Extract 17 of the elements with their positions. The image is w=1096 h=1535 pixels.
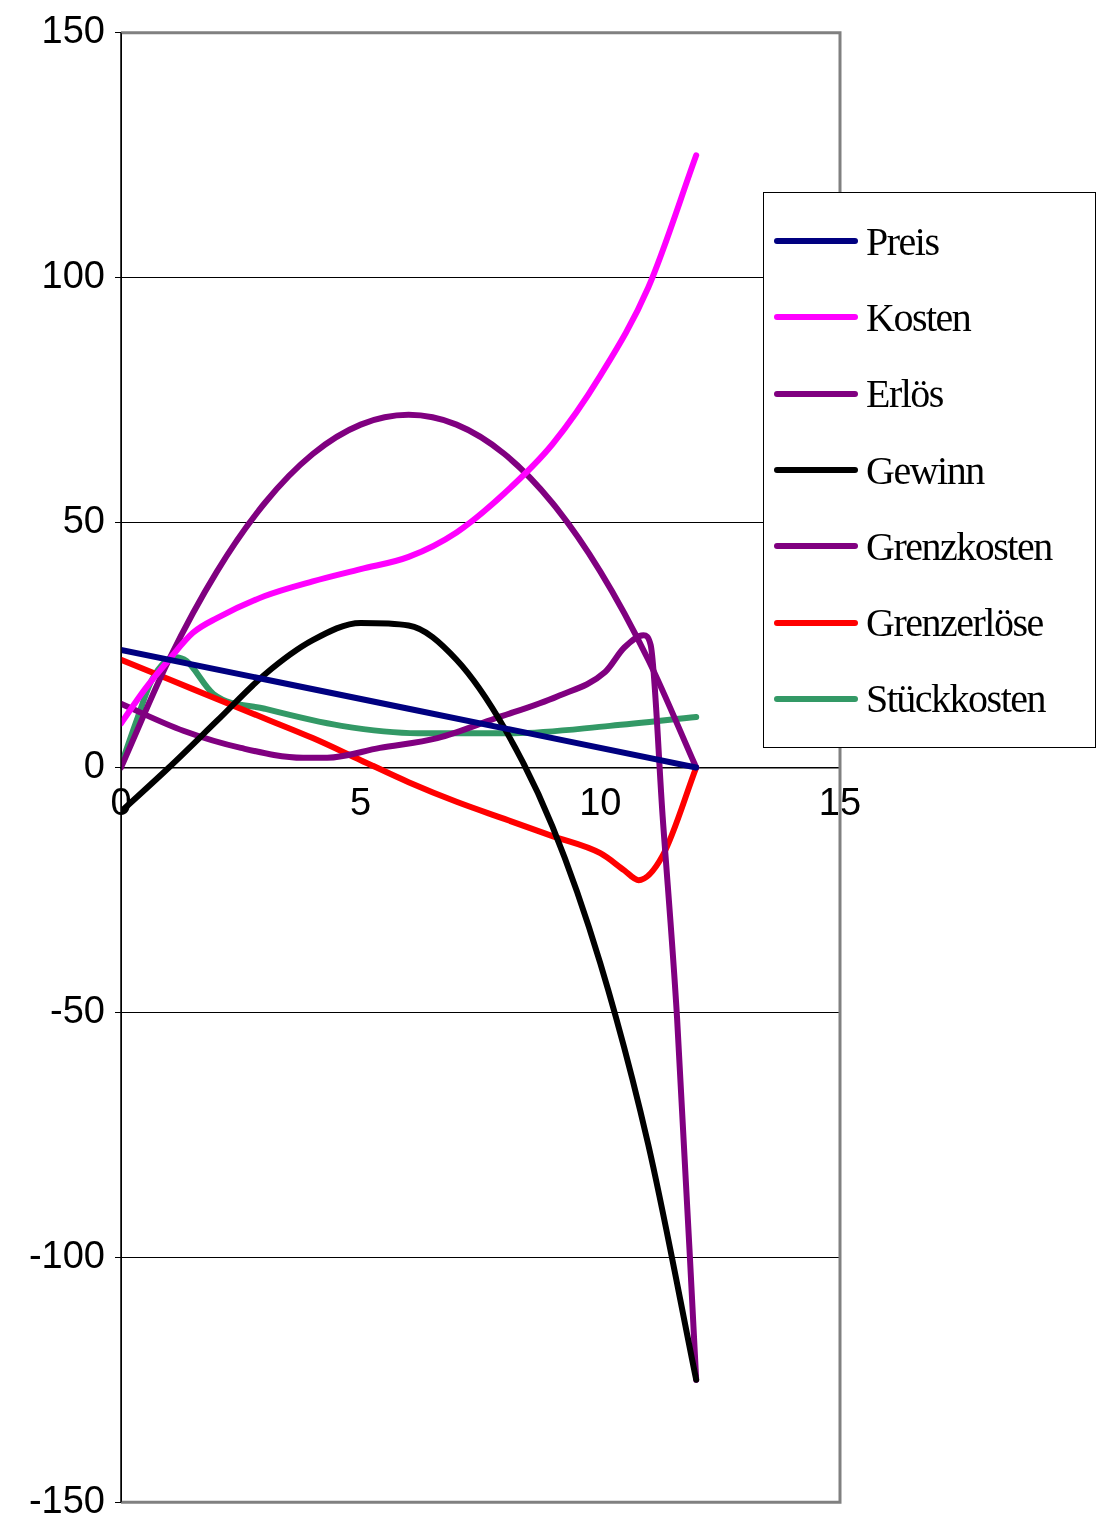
y-tick-label: 0 — [83, 743, 105, 786]
y-tick-label: 150 — [41, 9, 105, 52]
y-tick-label: -100 — [28, 1233, 105, 1276]
y-tick-label: 100 — [41, 254, 105, 297]
legend-label: Grenzerlöse — [866, 599, 1043, 647]
legend-label: Grenzkosten — [866, 522, 1052, 570]
legend-label: Kosten — [866, 293, 971, 341]
legend-label: Erlös — [866, 370, 943, 418]
y-tick-label: -150 — [28, 1478, 105, 1521]
x-tick-label: 10 — [579, 780, 622, 823]
x-tick-label: 5 — [350, 780, 372, 823]
y-tick-label: 50 — [62, 499, 105, 542]
legend-label: Stückkosten — [866, 675, 1046, 723]
x-tick-label: 15 — [818, 780, 862, 823]
y-tick-label: -50 — [50, 988, 105, 1031]
legend-label: Gewinn — [866, 446, 984, 494]
legend-label: Preis — [866, 217, 939, 265]
